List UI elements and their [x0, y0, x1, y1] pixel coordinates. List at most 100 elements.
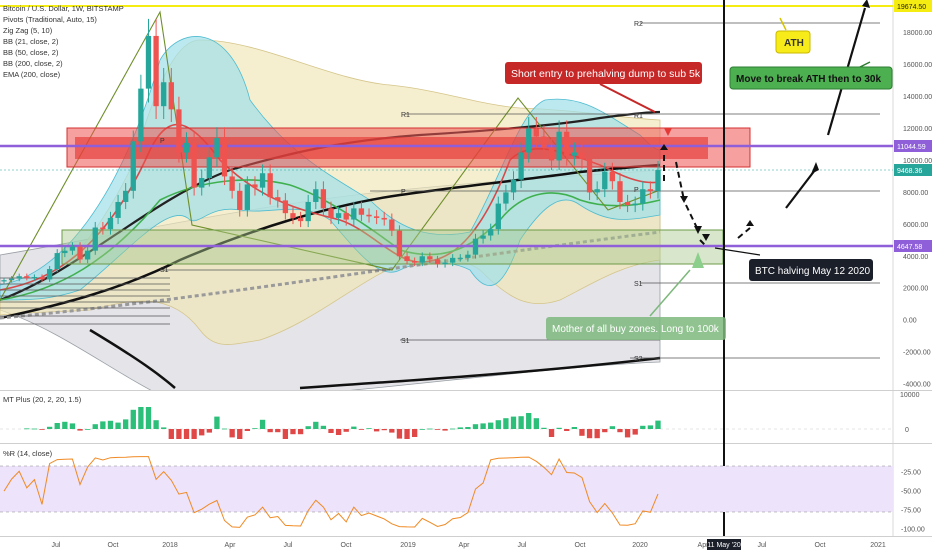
wr-line [3, 456, 659, 528]
mtplus-bar [183, 429, 190, 439]
candle [1, 280, 7, 282]
svg-text:4647.58: 4647.58 [897, 244, 922, 251]
time-tick-7: Apr [459, 542, 471, 549]
annotation-buy-zone[interactable]: Mother of all buy zones. Long to 100k [546, 317, 726, 340]
price-tag-current: 9468.36 [894, 164, 932, 176]
price-tick-6: 6000.00 [903, 222, 928, 229]
mtplus-bar [419, 429, 425, 430]
pivot-s1-label-2: S1 [401, 338, 410, 345]
candle [145, 35, 152, 89]
candle [115, 201, 121, 218]
mtplus-bar [343, 429, 349, 432]
mtplus-bar [594, 429, 600, 439]
time-tick-2: 2018 [162, 542, 178, 549]
candle [214, 138, 220, 158]
candle [138, 88, 144, 142]
mtplus-bar [427, 428, 433, 430]
mtplus-bar [366, 428, 372, 429]
candle [305, 201, 311, 222]
mtplus-bar [84, 429, 91, 430]
indicator-bb50[interactable]: BB (50, close, 2) [3, 48, 59, 57]
wr-tick-3: -100.00 [901, 527, 925, 534]
candle [632, 203, 638, 206]
candle [465, 254, 471, 258]
mtplus-bar [351, 426, 357, 429]
mtplus-bar [411, 429, 418, 437]
candle [533, 128, 539, 137]
mtplus-bar [556, 427, 562, 429]
wr-tick-0: -25.00 [901, 470, 921, 477]
indicator-bb21[interactable]: BB (21, close, 2) [3, 37, 59, 46]
candle [655, 170, 661, 191]
sell-zone-inner [75, 137, 708, 159]
candle [206, 157, 212, 179]
indicator-zigzag[interactable]: Zig Zag (5, 10) [3, 26, 53, 35]
indicator-bb200[interactable]: BB (200, close, 2) [3, 59, 63, 68]
candle [320, 189, 327, 209]
candle [419, 256, 425, 263]
candle [8, 278, 15, 281]
mtplus-bar [335, 429, 342, 435]
mtplus-title: MT Plus (20, 2, 20, 1.5) [3, 395, 82, 404]
annotation-break-ath[interactable]: Move to break ATH then to 30k [729, 66, 893, 90]
pivot-s2-label: S2 [634, 356, 643, 363]
mtplus-bar [526, 413, 532, 429]
price-tick-9: 0.00 [903, 318, 917, 325]
candle [518, 152, 524, 180]
mtplus-bar [237, 429, 243, 439]
price-tick-11: -4000.00 [903, 382, 931, 389]
candle [267, 173, 273, 198]
indicator-pivots[interactable]: Pivots (Traditional, Auto, 15) [3, 15, 97, 24]
mtplus-bar [297, 429, 304, 435]
candle [526, 128, 532, 153]
price-tick-7: 4000.00 [903, 254, 928, 261]
svg-text:BTC halving May 12 2020: BTC halving May 12 2020 [755, 266, 871, 277]
candle [442, 262, 448, 265]
mtplus-bar [404, 429, 410, 439]
candle [161, 82, 167, 107]
candle [548, 147, 555, 161]
mtplus-tick-top: 10000 [900, 392, 920, 399]
mtplus-bar [328, 429, 334, 433]
mtplus-bar [130, 409, 136, 429]
candle [237, 190, 243, 210]
candle [199, 178, 205, 188]
pivot-p-label-2: P [401, 189, 406, 196]
annotation-short-entry[interactable]: Short entry to prehalving dump to sub 5k [505, 62, 702, 84]
svg-text:Mother of all buy zones. Long: Mother of all buy zones. Long to 100k [552, 324, 720, 335]
mtplus-bar [92, 424, 98, 429]
mtplus-bar [69, 423, 76, 429]
candle [457, 257, 463, 259]
svg-text:11044.59: 11044.59 [897, 144, 926, 151]
pivot-s1-label: S1 [160, 267, 169, 274]
mtplus-bar [381, 429, 387, 431]
candle [609, 171, 616, 182]
candle [92, 227, 98, 251]
candle [84, 250, 91, 260]
candle [153, 35, 159, 107]
candle [647, 189, 654, 191]
candle [541, 136, 547, 148]
mtplus-bar [396, 429, 403, 439]
mtplus-bar [655, 420, 661, 429]
annotation-halving[interactable]: BTC halving May 12 2020 [749, 259, 873, 281]
annotation-ath[interactable]: ATH [775, 30, 811, 54]
candle [313, 189, 319, 202]
candle [62, 250, 68, 254]
mtplus-bar [518, 416, 524, 429]
mtplus-bar [313, 421, 319, 429]
candle [450, 257, 456, 263]
wr-tick-2: -75.00 [901, 508, 921, 515]
candle [297, 217, 304, 222]
mtplus-bar [191, 429, 197, 439]
wr-title: %R (14, close) [3, 449, 53, 458]
time-tick-14: Oct [815, 542, 826, 549]
candle [69, 246, 76, 251]
pivot-r1-label-2: R1 [634, 113, 643, 120]
indicator-ema200[interactable]: EMA (200, close) [3, 70, 61, 79]
zigzag-line [0, 10, 661, 301]
mtplus-bar [472, 424, 479, 429]
candle [404, 256, 410, 262]
mtplus-bar [571, 427, 578, 429]
